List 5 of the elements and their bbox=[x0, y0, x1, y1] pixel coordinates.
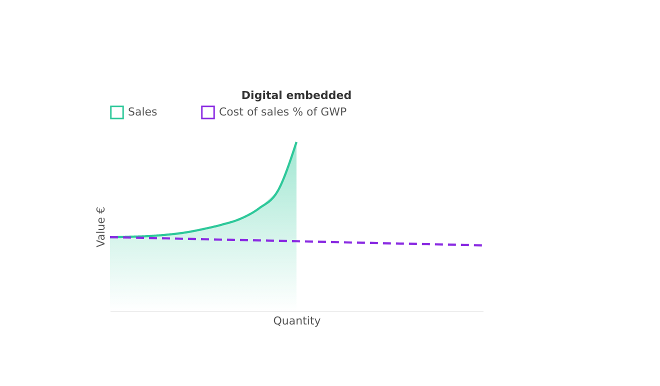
x-axis-title: Quantity bbox=[273, 314, 322, 328]
y-axis-title: Value € bbox=[94, 206, 108, 248]
legend-label: Sales bbox=[128, 105, 158, 118]
legend-label: Cost of sales % of GWP bbox=[219, 105, 348, 118]
chart-title: Digital embedded bbox=[241, 89, 352, 102]
